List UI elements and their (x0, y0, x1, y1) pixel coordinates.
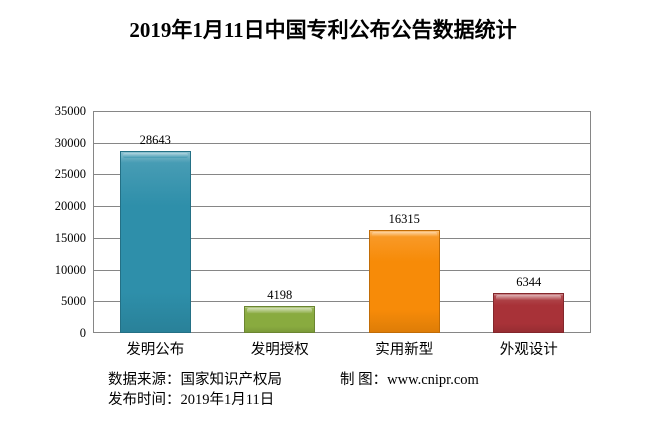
footer-credit: 制 图：www.cnipr.com (340, 372, 479, 388)
gridline (94, 206, 590, 208)
y-axis-tick-label: 0 (79, 326, 86, 340)
chart-footer: 数据来源：国家知识产权局 制 图：www.cnipr.com 发布时间：2019… (0, 370, 646, 420)
x-axis-tick-label: 实用新型 (375, 342, 434, 358)
x-axis-tick-label: 发明授权 (250, 342, 309, 358)
footer-source: 数据来源：国家知识产权局 (108, 372, 282, 388)
gridline (94, 142, 590, 144)
y-axis-tick-label: 20000 (54, 199, 86, 214)
chart-title: 2019年1月11日中国专利公布公告数据统计 (129, 18, 517, 42)
footer-published-date: 发布时间：2019年1月11日 (108, 392, 275, 408)
plot-area (93, 111, 591, 333)
y-axis-tick-label: 30000 (54, 135, 86, 150)
y-axis-tick-label: 10000 (54, 262, 86, 277)
y-axis-tick-label: 25000 (54, 167, 86, 182)
x-axis-labels: 发明公布 发明授权 实用新型 外观设计 (93, 340, 591, 362)
y-axis-tick-label: 5000 (61, 294, 86, 309)
y-axis-tick-label: 35000 (54, 104, 86, 118)
gridline (94, 237, 590, 239)
gridline (94, 174, 590, 176)
x-axis-tick-label: 外观设计 (499, 342, 558, 358)
x-axis-tick-label: 发明公布 (126, 342, 185, 358)
y-axis-labels: 0 5000 10000 15000 20000 25000 30000 35000 (20, 105, 86, 340)
gridline (94, 269, 590, 271)
gridline (94, 301, 590, 303)
y-axis-tick-label: 15000 (54, 230, 86, 245)
